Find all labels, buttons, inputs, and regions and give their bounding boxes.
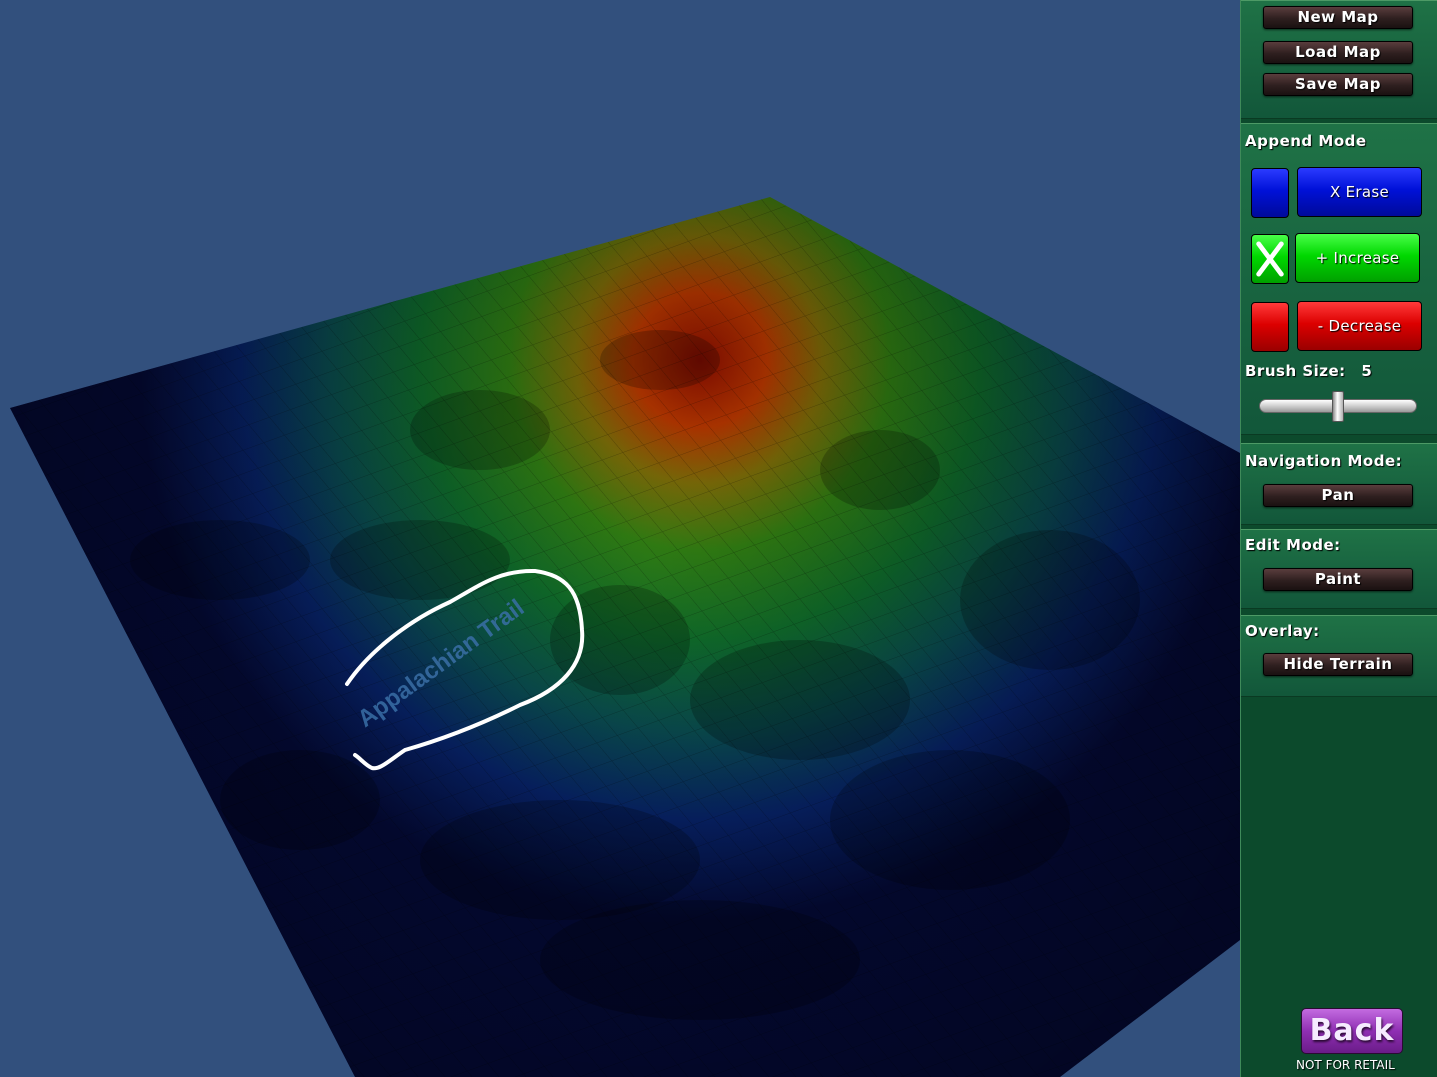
erase-select-box[interactable] bbox=[1251, 168, 1289, 218]
overlay-section: Overlay: Hide Terrain bbox=[1241, 615, 1437, 697]
selected-x-icon bbox=[1256, 241, 1284, 277]
increase-select-box[interactable] bbox=[1251, 234, 1289, 284]
overlay-label: Overlay: bbox=[1245, 622, 1320, 640]
edit-mode-button[interactable]: Paint bbox=[1263, 568, 1413, 591]
brush-size-value: 5 bbox=[1361, 362, 1373, 380]
load-map-button[interactable]: Load Map bbox=[1263, 41, 1413, 64]
brush-size-slider-thumb[interactable] bbox=[1332, 391, 1344, 422]
decrease-select-box[interactable] bbox=[1251, 302, 1289, 352]
file-section: New Map Load Map Save Map bbox=[1241, 0, 1437, 119]
edit-mode-label: Edit Mode: bbox=[1245, 536, 1341, 554]
new-map-button[interactable]: New Map bbox=[1263, 6, 1413, 29]
navigation-mode-label: Navigation Mode: bbox=[1245, 452, 1403, 470]
save-map-button[interactable]: Save Map bbox=[1263, 73, 1413, 96]
erase-button[interactable]: X Erase bbox=[1297, 167, 1422, 217]
terrain-plane[interactable] bbox=[0, 150, 1240, 1077]
editor-panel: New Map Load Map Save Map Append Mode X … bbox=[1240, 0, 1437, 1077]
edit-section: Edit Mode: Paint bbox=[1241, 529, 1437, 609]
append-mode-section: Append Mode X Erase + Increase - Decreas… bbox=[1241, 123, 1437, 435]
back-button[interactable]: Back bbox=[1301, 1008, 1403, 1054]
navigation-mode-button[interactable]: Pan bbox=[1263, 484, 1413, 507]
increase-button[interactable]: + Increase bbox=[1295, 233, 1420, 283]
annotation-stroke[interactable] bbox=[345, 568, 585, 771]
terrain-viewport[interactable]: Appalachian Trail bbox=[0, 0, 1240, 1077]
brush-size-caption: Brush Size: bbox=[1245, 362, 1346, 380]
brush-size-label: Brush Size: 5 bbox=[1245, 362, 1372, 380]
append-mode-label: Append Mode bbox=[1245, 132, 1367, 150]
decrease-button[interactable]: - Decrease bbox=[1297, 301, 1422, 351]
overlay-toggle-button[interactable]: Hide Terrain bbox=[1263, 653, 1413, 676]
terrain-canvas[interactable]: Appalachian Trail bbox=[0, 0, 1240, 1077]
not-for-retail-notice: NOT FOR RETAIL bbox=[1296, 1058, 1395, 1072]
navigation-section: Navigation Mode: Pan bbox=[1241, 443, 1437, 525]
